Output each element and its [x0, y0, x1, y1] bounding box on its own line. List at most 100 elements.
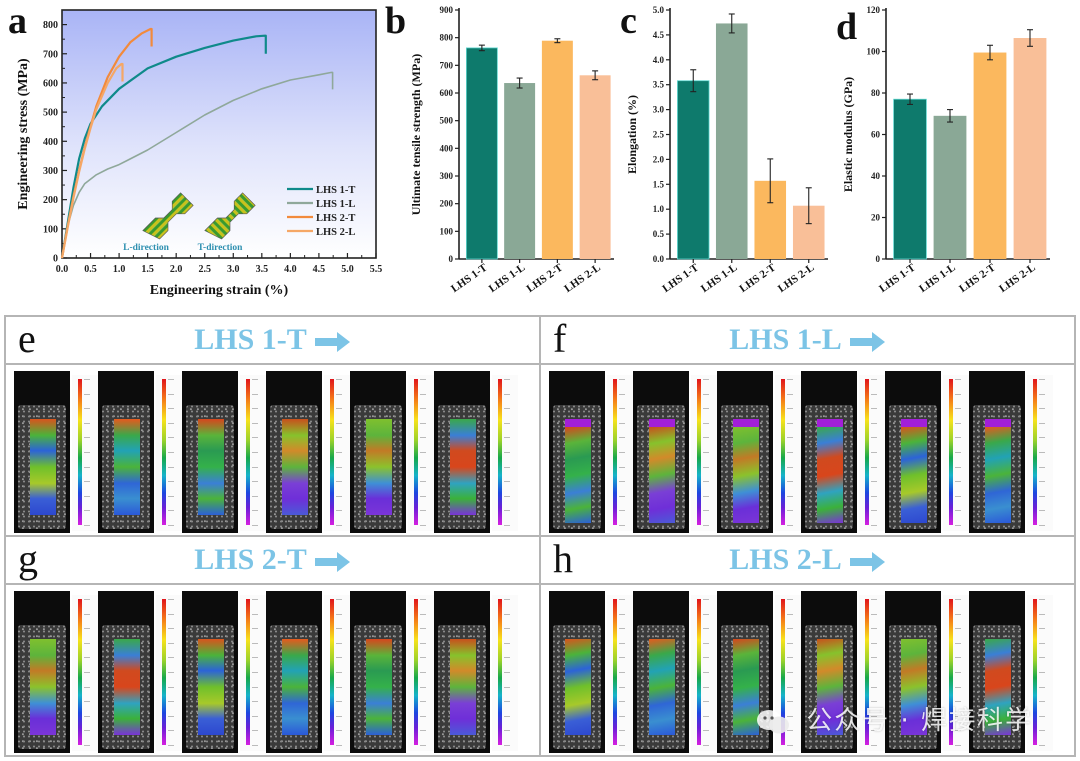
colorbar-tick	[420, 730, 426, 732]
specimen-gauge	[805, 405, 853, 529]
colorbar-tick	[168, 379, 174, 380]
colorbar-tick	[420, 437, 426, 439]
y-tick-label: 500	[43, 108, 58, 119]
dic-strain-image	[969, 591, 1025, 753]
specimen-gauge	[637, 625, 685, 749]
dic-title-f: LHS 1-L	[541, 323, 1074, 357]
colorbar-tick	[420, 510, 426, 512]
strain-colorbar	[691, 595, 717, 751]
colorbar-tick	[619, 422, 625, 424]
colorbar-tick	[1039, 628, 1045, 630]
strain-map	[733, 639, 759, 735]
colorbar-tick	[871, 730, 877, 732]
colorbar-tick	[703, 393, 709, 395]
specimen-gauge	[553, 625, 601, 749]
colorbar-tick	[252, 745, 258, 746]
strain-map	[817, 419, 843, 523]
colorbar-gradient	[78, 379, 82, 525]
l-direction-specimen	[142, 192, 194, 240]
dic-strain-image	[434, 591, 490, 753]
specimen-gauge	[973, 405, 1021, 529]
colorbar-tick	[619, 466, 625, 468]
y-tick-label: 4.0	[653, 55, 665, 65]
colorbar-tick	[703, 672, 709, 673]
colorbar-tick	[252, 466, 258, 468]
dic-strain-image	[717, 591, 773, 753]
x-tick-label: LHS 2-L	[776, 262, 817, 295]
series-line-lhs-1-l	[61, 71, 334, 259]
dic-strain-image	[182, 371, 238, 533]
colorbar-tick	[955, 393, 961, 395]
strain-map	[649, 639, 675, 735]
colorbar-tick	[955, 437, 961, 439]
legend-label: LHS 1-T	[316, 185, 355, 196]
colorbar-tick	[420, 715, 426, 717]
x-tick-label: 4.5	[313, 264, 326, 275]
colorbar-tick	[619, 715, 625, 717]
y-tick-label: 400	[440, 143, 454, 153]
colorbar-tick	[871, 452, 877, 453]
strain-colorbar	[156, 375, 182, 531]
colorbar-tick	[420, 379, 426, 380]
strain-map	[901, 639, 927, 735]
colorbar-tick	[252, 452, 258, 453]
colorbar-tick	[168, 657, 174, 659]
colorbar-tick	[619, 642, 625, 644]
wechat-icon	[757, 709, 789, 733]
colorbar-tick	[84, 437, 90, 439]
bar-lhs-1-t	[677, 80, 710, 260]
legend-label: LHS 2-L	[316, 227, 355, 238]
colorbar-tick	[504, 495, 510, 497]
chart-d-elastic-modulus: 0 20 40 60 80 100 120 Elastic modulus (GPa) LHS …	[841, 5, 1050, 295]
x-tick-label: 1.0	[113, 264, 126, 275]
colorbar-tick	[336, 379, 342, 380]
colorbar-tick	[336, 642, 342, 644]
dic-panel-g: g LHS 2-T	[6, 537, 541, 755]
colorbar-tick	[168, 495, 174, 497]
colorbar-tick	[336, 701, 342, 703]
colorbar-tick	[420, 642, 426, 644]
colorbar-tick	[703, 495, 709, 497]
legend-label: LHS 2-T	[316, 213, 355, 224]
right-arrow-icon	[849, 332, 885, 353]
colorbar-tick	[168, 613, 174, 615]
dic-title-text: LHS 2-T	[194, 543, 307, 576]
colorbar-tick	[619, 730, 625, 732]
colorbar-gradient	[697, 379, 701, 525]
colorbar-tick	[787, 672, 793, 673]
x-tick-label: LHS 1-T	[449, 261, 490, 295]
colorbar-tick	[871, 642, 877, 644]
y-tick-label: 0	[449, 254, 454, 264]
colorbar-tick	[703, 628, 709, 630]
colorbar-tick	[955, 408, 961, 410]
colorbar-tick	[336, 745, 342, 746]
colorbar-tick	[504, 613, 510, 615]
colorbar-tick	[336, 393, 342, 395]
dic-strain-image	[266, 591, 322, 753]
dic-strain-image	[885, 591, 941, 753]
y-tick-label: 800	[43, 20, 58, 31]
dic-panels-grid: e LHS 1-T f LHS 1-L g LHS 2-T h LHS 2-L	[4, 315, 1076, 757]
colorbar-tick	[787, 422, 793, 424]
colorbar-tick	[871, 379, 877, 380]
colorbar-tick	[787, 657, 793, 659]
x-tick-label: 3.5	[256, 264, 269, 275]
colorbar-gradient	[330, 599, 334, 745]
colorbar-tick	[84, 715, 90, 717]
colorbar-tick	[504, 379, 510, 380]
colorbar-tick	[1039, 379, 1045, 380]
colorbar-tick	[168, 510, 174, 512]
colorbar-tick	[168, 599, 174, 600]
strain-colorbar	[72, 595, 98, 751]
colorbar-tick	[871, 686, 877, 688]
strain-colorbar	[324, 595, 350, 751]
bar-lhs-2-t	[541, 40, 573, 260]
colorbar-gradient	[414, 379, 418, 525]
specimen-gauge	[18, 405, 66, 529]
colorbar-tick	[871, 422, 877, 424]
colorbar-tick	[787, 599, 793, 600]
y-tick-label: 2.0	[653, 154, 665, 164]
colorbar-tick	[787, 393, 793, 395]
panel-letter-e: e	[18, 316, 36, 361]
colorbar-tick	[84, 393, 90, 395]
